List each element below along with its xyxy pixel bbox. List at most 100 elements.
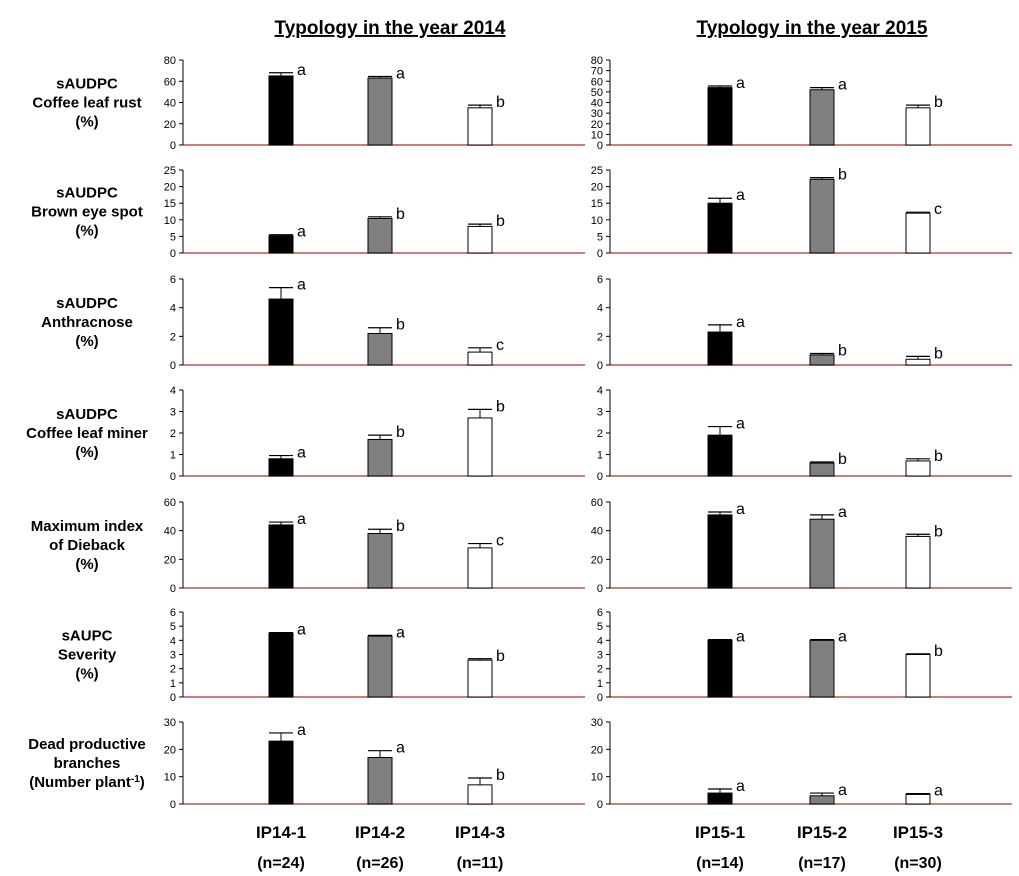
bar-ip14-1 (268, 75, 294, 146)
significance-letter: c (496, 337, 504, 354)
bar-ip14-2 (367, 77, 393, 146)
count-ip14-2: (n=26) (356, 855, 404, 872)
bar-ip14-3 (467, 417, 493, 477)
row-label-line: (%) (75, 556, 98, 573)
panel-2014-row-1: 0 20 40 60 80 a a b (164, 55, 585, 152)
significance-letter: c (496, 533, 504, 550)
row-label-line: of Dieback (49, 537, 126, 554)
y-tick-label: 0 (597, 248, 603, 260)
row-label-line: Dead productive (28, 736, 146, 753)
y-tick-label: 0 (170, 692, 176, 704)
y-tick-label: 0 (170, 360, 176, 372)
row-label-line: sAUDPC (56, 185, 118, 202)
significance-letter: a (736, 187, 745, 204)
bar-ip15-2 (809, 89, 835, 146)
y-tick-label: 60 (164, 497, 176, 509)
y-tick-label: 0 (597, 360, 603, 372)
title-2014: Typology in the year 2014 (275, 18, 506, 39)
y-tick-label: 2 (170, 664, 176, 676)
bar-ip14-3 (467, 784, 493, 805)
significance-letter: a (297, 224, 306, 241)
group-label-ip15-2: IP15-2 (797, 823, 847, 842)
significance-letter: a (297, 511, 306, 528)
significance-letter: a (297, 722, 306, 739)
y-tick-label: 3 (597, 407, 603, 419)
y-tick-label: 40 (591, 526, 603, 538)
bar-ip14-1 (268, 524, 294, 589)
bar-ip15-3 (905, 793, 931, 805)
significance-letter: b (496, 767, 505, 784)
y-tick-label: 30 (591, 717, 603, 729)
significance-letter: a (396, 740, 405, 757)
y-tick-label: 0 (170, 140, 176, 152)
bar-ip14-2 (367, 438, 393, 477)
significance-letter: b (838, 451, 847, 468)
row-label-line: (%) (75, 444, 98, 461)
significance-letter: b (396, 317, 405, 334)
count-ip15-3: (n=30) (894, 855, 942, 872)
group-label-ip14-1: IP14-1 (256, 823, 306, 842)
y-tick-label: 20 (164, 554, 176, 566)
y-tick-label: 20 (164, 744, 176, 756)
bar-ip15-3 (905, 460, 931, 477)
bar-ip14-2 (367, 332, 393, 366)
significance-letter: b (838, 167, 847, 184)
y-tick-label: 6 (597, 607, 603, 619)
significance-letter: c (934, 201, 942, 218)
bar-ip15-2 (809, 518, 835, 589)
count-ip14-3: (n=11) (457, 855, 504, 872)
y-tick-label: 0 (597, 583, 603, 595)
y-tick-label: 15 (591, 198, 603, 210)
bar-ip14-3 (467, 659, 493, 698)
y-tick-label: 80 (164, 55, 176, 67)
y-tick-label: 0 (597, 471, 603, 483)
y-tick-label: 10 (164, 772, 176, 784)
row-label-line: Coffee leaf miner (26, 425, 148, 442)
y-tick-label: 0 (170, 799, 176, 811)
y-tick-label: 2 (597, 664, 603, 676)
row-label-line: (%) (75, 333, 98, 350)
significance-letter: b (934, 523, 943, 540)
y-tick-label: 6 (597, 274, 603, 286)
row-label-line: Anthracnose (41, 314, 133, 331)
bar-ip15-2 (809, 354, 835, 366)
significance-letter: a (297, 445, 306, 462)
y-tick-label: 3 (170, 407, 176, 419)
y-tick-label: 6 (170, 274, 176, 286)
bar-ip14-1 (268, 740, 294, 805)
y-tick-label: 5 (597, 621, 603, 633)
y-tick-label: 30 (164, 717, 176, 729)
y-tick-label: 25 (164, 165, 176, 177)
y-tick-label: 5 (170, 621, 176, 633)
significance-letter: a (934, 783, 943, 800)
panel-2014-row-3: 0 2 4 6 a b c (170, 274, 585, 372)
significance-letter: a (297, 277, 306, 294)
group-label-ip14-2: IP14-2 (355, 823, 405, 842)
y-tick-label: 40 (591, 98, 603, 110)
y-tick-label: 2 (170, 428, 176, 440)
bar-ip15-3 (905, 535, 931, 589)
bar-ip14-1 (268, 458, 294, 477)
y-tick-label: 20 (591, 182, 603, 194)
row-label-superscript: -1 (131, 774, 140, 785)
y-tick-label: 2 (597, 331, 603, 343)
significance-letter: a (736, 778, 745, 795)
row-label-line: (Number plant-1) (29, 774, 145, 792)
panel-2015-row-6: 0 1 2 3 4 5 6 a a b (597, 607, 1012, 704)
bar-ip15-2 (809, 462, 835, 477)
significance-letter: b (396, 518, 405, 535)
y-tick-label: 4 (597, 385, 603, 397)
count-ip14-1: (n=24) (257, 855, 305, 872)
significance-letter: b (396, 206, 405, 223)
y-tick-label: 30 (591, 108, 603, 120)
y-tick-label: 10 (591, 129, 603, 141)
significance-letter: a (297, 62, 306, 79)
row-label-line: sAUDPC (56, 295, 118, 312)
significance-letter: a (838, 504, 847, 521)
panel-2014-row-4: 0 1 2 3 4 a b b (170, 385, 585, 483)
significance-letter: b (934, 448, 943, 465)
bar-ip14-2 (367, 217, 393, 254)
